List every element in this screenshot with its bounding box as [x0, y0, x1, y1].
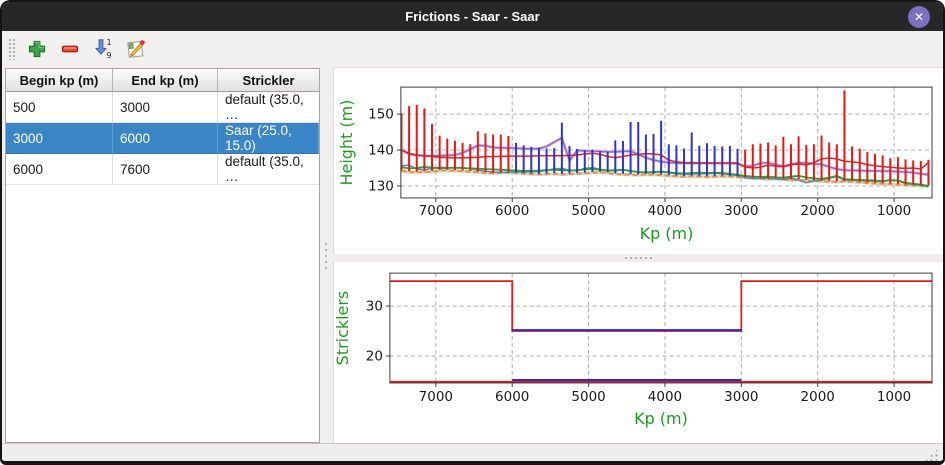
table-cell[interactable]: 6000 — [6, 154, 113, 185]
frictions-table: Begin kp (m) End kp (m) Strickler 500 300… — [5, 68, 320, 443]
svg-text:140: 140 — [368, 143, 394, 159]
toolbar-drag-handle[interactable] — [8, 38, 15, 60]
table-cell[interactable]: 7600 — [113, 154, 218, 185]
vertical-splitter[interactable] — [320, 68, 332, 443]
status-bar — [2, 443, 943, 461]
toolbar: 1 9 — [2, 33, 943, 65]
table-cell[interactable]: 3000 — [6, 123, 113, 154]
column-header-begin-kp[interactable]: Begin kp (m) — [6, 69, 113, 92]
height-profile-chart: 7000 6000 5000 4000 3000 2000 1000 130 140 150 Kp … — [337, 86, 933, 243]
sort-ascending-icon: 1 9 — [94, 38, 112, 60]
svg-text:150: 150 — [368, 107, 394, 123]
svg-text:3000: 3000 — [724, 203, 758, 219]
svg-text:Kp (m): Kp (m) — [634, 409, 688, 428]
horizontal-splitter[interactable] — [333, 254, 943, 262]
svg-text:Kp (m): Kp (m) — [640, 224, 694, 243]
svg-text:Height (m): Height (m) — [337, 100, 356, 186]
table-cell[interactable]: default (35.0, … — [218, 92, 319, 123]
svg-text:30: 30 — [366, 299, 383, 315]
close-icon: ✕ — [913, 10, 925, 24]
svg-text:4000: 4000 — [648, 389, 682, 405]
svg-text:7000: 7000 — [419, 389, 453, 405]
table-cell[interactable]: 500 — [6, 92, 113, 123]
resize-grip-icon[interactable] — [924, 448, 939, 461]
svg-text:6000: 6000 — [495, 203, 529, 219]
svg-text:7000: 7000 — [419, 203, 453, 219]
svg-text:6000: 6000 — [495, 389, 529, 405]
add-row-button[interactable] — [23, 36, 51, 62]
remove-row-button[interactable] — [56, 36, 84, 62]
svg-text:2000: 2000 — [801, 203, 835, 219]
edit-button[interactable] — [122, 36, 150, 62]
edit-pencil-icon — [127, 40, 145, 58]
svg-text:130: 130 — [368, 178, 394, 194]
window-title: Frictions - Saar - Saar — [405, 9, 540, 24]
table-cell[interactable]: 3000 — [113, 92, 218, 123]
plus-icon — [28, 40, 46, 58]
svg-text:3000: 3000 — [724, 389, 758, 405]
svg-text:5000: 5000 — [571, 389, 605, 405]
sort-rows-button[interactable]: 1 9 — [89, 36, 117, 62]
table-row[interactable]: 6000 7600 default (35.0, … — [6, 154, 319, 185]
column-header-strickler[interactable]: Strickler — [218, 69, 319, 92]
table-cell[interactable]: Saar (25.0, 15.0) — [218, 123, 319, 154]
svg-text:20: 20 — [366, 348, 383, 364]
svg-text:1: 1 — [107, 38, 112, 47]
svg-text:Stricklers: Stricklers — [334, 291, 352, 366]
close-button[interactable]: ✕ — [908, 6, 930, 28]
svg-text:4000: 4000 — [648, 203, 682, 219]
svg-text:1000: 1000 — [877, 203, 911, 219]
svg-text:1000: 1000 — [877, 389, 911, 405]
table-row[interactable]: 500 3000 default (35.0, … — [6, 92, 319, 123]
table-row[interactable]: 3000 6000 Saar (25.0, 15.0) — [6, 123, 319, 154]
table-cell[interactable]: default (35.0, … — [218, 154, 319, 185]
svg-text:9: 9 — [107, 51, 112, 60]
svg-text:2000: 2000 — [801, 389, 835, 405]
table-cell[interactable]: 6000 — [113, 123, 218, 154]
titlebar: Frictions - Saar - Saar ✕ — [2, 2, 943, 31]
column-header-end-kp[interactable]: End kp (m) — [113, 69, 218, 92]
minus-icon — [61, 45, 79, 53]
stricklers-chart: 7000 6000 5000 4000 3000 2000 1000 20 30 Kp (m) St… — [334, 272, 933, 428]
svg-text:5000: 5000 — [571, 203, 605, 219]
table-body: 500 3000 default (35.0, … 3000 6000 Saar (25.… — [6, 92, 319, 185]
table-header: Begin kp (m) End kp (m) Strickler — [6, 69, 319, 92]
